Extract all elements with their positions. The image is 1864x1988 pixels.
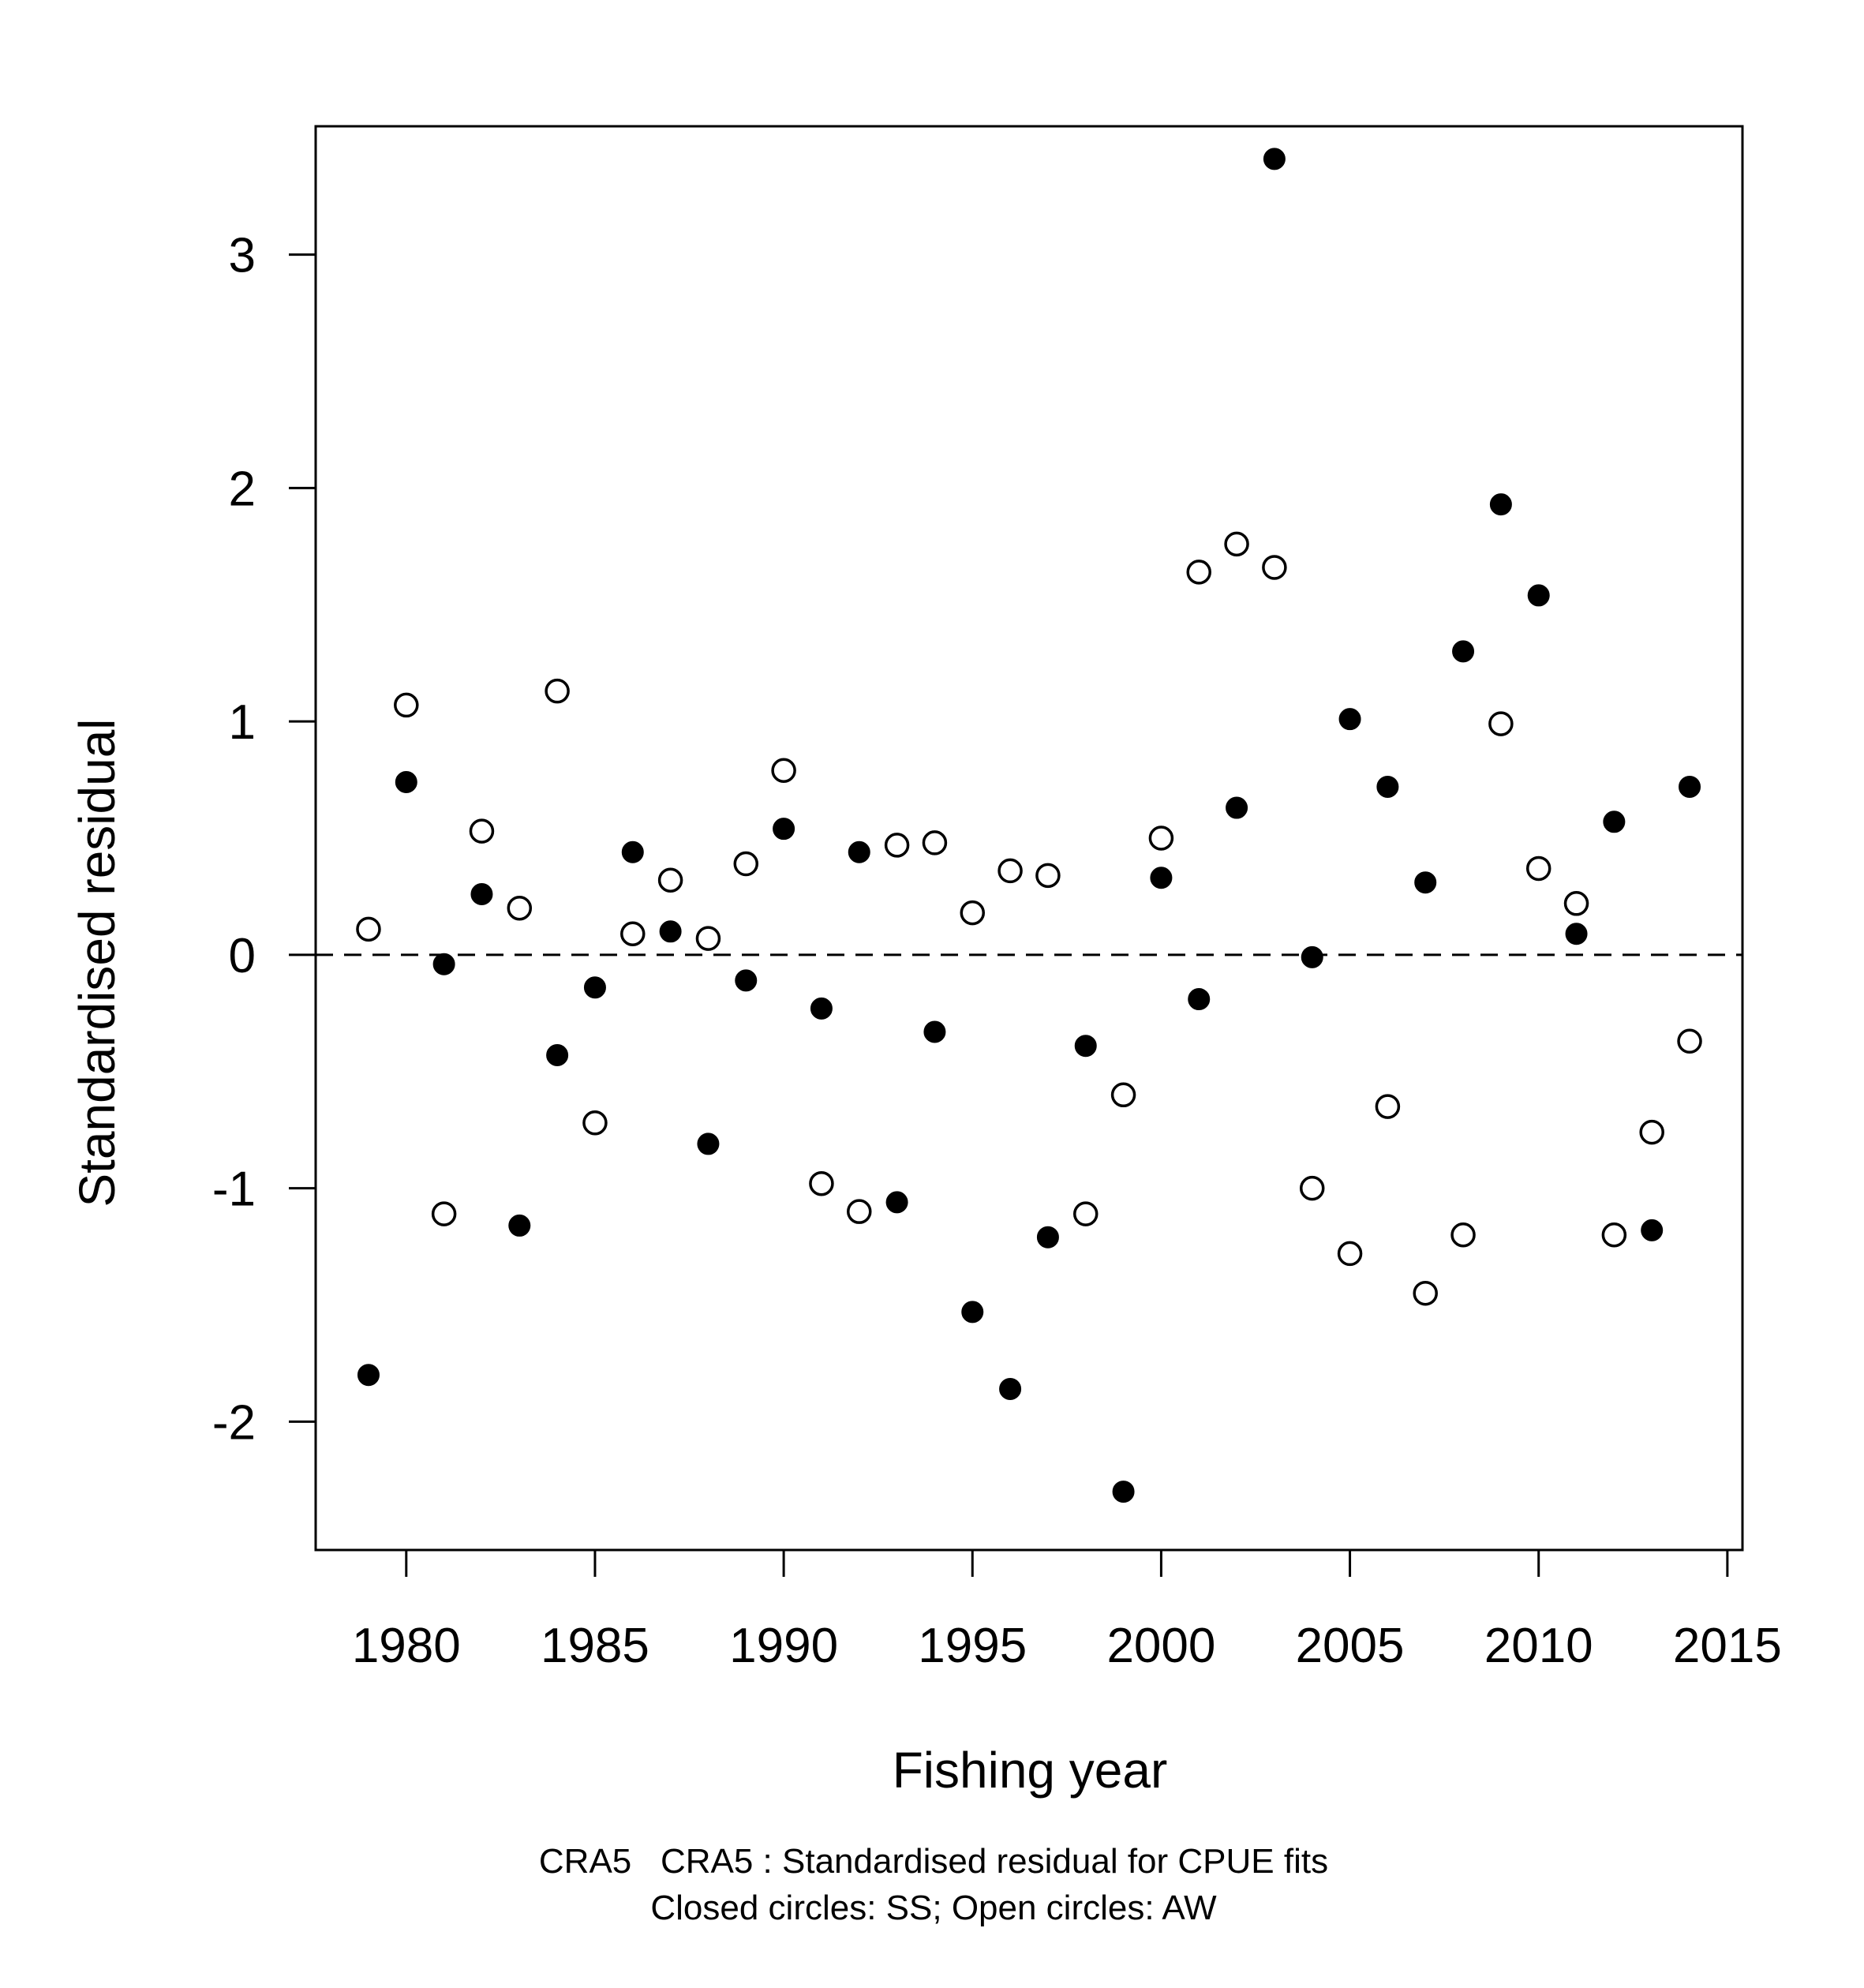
open-circle-point: [695, 926, 721, 951]
closed-circle-point: [470, 882, 493, 905]
y-tick-label: 1: [229, 695, 256, 750]
x-tick-label: 1995: [918, 1619, 1027, 1673]
closed-circle-point: [1565, 923, 1588, 945]
closed-circle-point: [697, 1133, 720, 1155]
open-circle-point: [1525, 855, 1551, 882]
open-circle-point: [431, 1201, 457, 1226]
open-circle-point: [847, 1199, 872, 1224]
closed-circle-point: [999, 1377, 1022, 1400]
x-tick-label: 2010: [1484, 1619, 1593, 1673]
x-tick-label: 2005: [1296, 1619, 1405, 1673]
open-circle-point: [1375, 1094, 1401, 1119]
open-circle-point: [1299, 1175, 1325, 1201]
open-circle-point: [356, 916, 381, 942]
closed-circle-point: [1036, 1226, 1059, 1249]
open-circle-point: [657, 867, 683, 893]
open-circle-point: [998, 858, 1023, 884]
closed-circle-point: [1414, 871, 1437, 894]
open-circle-point: [1450, 1222, 1476, 1248]
closed-circle-point: [810, 997, 833, 1020]
closed-circle-point: [1452, 640, 1475, 663]
open-circle-point: [1563, 891, 1589, 916]
open-circle-point: [922, 830, 948, 855]
open-circle-point: [1035, 863, 1061, 889]
y-tick-label: 0: [229, 929, 256, 983]
y-tick-label: -2: [212, 1395, 256, 1450]
plot-frame: [314, 125, 1744, 1552]
closed-circle-point: [1338, 708, 1361, 731]
x-tick-label: 1990: [729, 1619, 838, 1673]
y-tick-label: 3: [229, 229, 256, 283]
closed-circle-point: [923, 1020, 946, 1043]
x-tick-label: 1980: [352, 1619, 461, 1673]
y-tick-label: -1: [212, 1162, 256, 1217]
open-circle-point: [507, 895, 533, 921]
closed-circle-point: [546, 1044, 569, 1067]
closed-circle-point: [885, 1191, 908, 1214]
open-circle-point: [469, 818, 495, 844]
closed-circle-point: [432, 953, 455, 975]
open-circle-point: [1488, 711, 1514, 736]
caption-line-2: Closed circles: SS; Open circles: AW: [650, 1889, 1217, 1927]
closed-circle-point: [1489, 493, 1512, 516]
closed-circle-point: [961, 1301, 984, 1323]
open-circle-point: [1413, 1280, 1438, 1306]
closed-circle-point: [395, 771, 417, 794]
closed-circle-point: [621, 841, 644, 863]
closed-circle-point: [735, 969, 758, 992]
closed-circle-point: [1527, 584, 1550, 607]
x-axis-title: Fishing year: [893, 1742, 1168, 1799]
x-tick-label: 2000: [1106, 1619, 1215, 1673]
y-axis-title: Standardised residual: [69, 718, 125, 1207]
closed-circle-point: [1112, 1481, 1135, 1503]
axes: 1980 1985 1990 1995 2000 2005 2010 2015 -2 -1 0 1 2 3: [212, 229, 1782, 1673]
open-circle-point: [733, 851, 759, 877]
closed-circle-point: [1641, 1219, 1664, 1241]
y-tick-label: 2: [229, 462, 256, 516]
closed-circle-point: [773, 818, 795, 841]
open-circle-point: [1148, 826, 1174, 851]
x-tick-label: 2015: [1673, 1619, 1782, 1673]
open-circle-point: [1224, 531, 1249, 557]
closed-circle-point: [1679, 775, 1701, 798]
closed-circle-point: [659, 920, 682, 943]
closed-circle-point: [1263, 148, 1286, 170]
closed-circle-point: [1188, 988, 1211, 1011]
caption-line-1: CRA5 CRA5 : Standardised residual for CP…: [539, 1842, 1328, 1881]
closed-circle-point: [583, 976, 606, 999]
plot-area: [314, 125, 1744, 1552]
open-circle-point: [1186, 560, 1211, 585]
open-circle-point: [1110, 1082, 1136, 1108]
x-tick-label: 1985: [541, 1619, 649, 1673]
closed-circle-point: [1150, 867, 1173, 889]
closed-circle-point: [357, 1364, 380, 1387]
open-circle-point: [1677, 1028, 1702, 1054]
open-circle-point: [809, 1170, 834, 1196]
open-circle-point: [884, 833, 910, 858]
data-points: [356, 148, 1702, 1503]
open-circle-point: [1262, 555, 1287, 580]
open-circle-point: [771, 758, 796, 783]
open-circle-point: [1601, 1222, 1627, 1248]
open-circle-point: [582, 1110, 608, 1136]
closed-circle-point: [1301, 945, 1323, 968]
closed-circle-point: [508, 1214, 531, 1237]
open-circle-point: [1072, 1201, 1099, 1226]
open-circle-point: [1639, 1119, 1664, 1145]
open-circle-point: [545, 678, 570, 704]
closed-circle-point: [1074, 1035, 1097, 1058]
closed-circle-point: [1603, 811, 1626, 833]
open-circle-point: [394, 692, 419, 718]
closed-circle-point: [1376, 775, 1399, 798]
closed-circle-point: [848, 841, 870, 863]
open-circle-point: [620, 921, 646, 947]
closed-circle-point: [1226, 796, 1248, 819]
open-circle-point: [960, 900, 986, 926]
open-circle-point: [1337, 1241, 1363, 1267]
